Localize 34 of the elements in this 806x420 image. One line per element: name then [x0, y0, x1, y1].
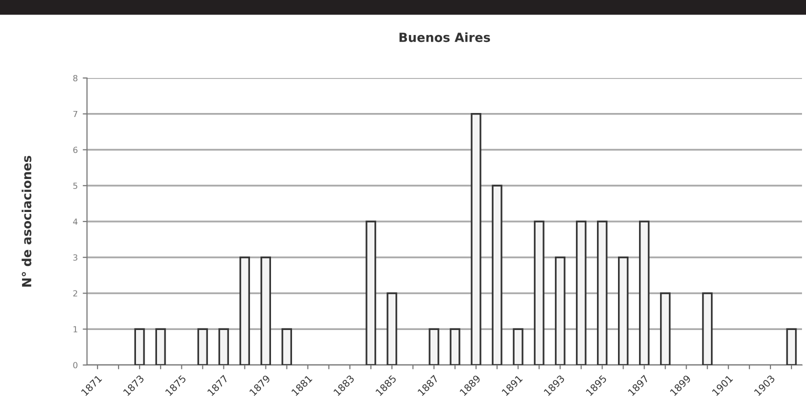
bar: [512, 328, 524, 365]
bar: [282, 328, 292, 365]
bar: [470, 113, 482, 365]
bar: [576, 220, 586, 365]
bar: [155, 328, 166, 365]
bar: [639, 220, 650, 365]
bar: [618, 256, 628, 365]
y-tick-label: 3: [73, 254, 78, 261]
bar: [554, 256, 566, 365]
bar: [428, 328, 440, 365]
bar: [197, 328, 208, 365]
bar: [366, 220, 376, 365]
y-tick-label: 5: [73, 182, 78, 189]
bar: [386, 292, 398, 365]
chart-title: Buenos Aires: [400, 32, 490, 42]
bar: [492, 184, 502, 365]
y-axis-title: N° de asociaciones: [22, 156, 32, 287]
bar: [786, 328, 797, 365]
bar: [534, 220, 544, 365]
y-tick-label: 4: [73, 218, 78, 225]
y-tick-label: 6: [73, 146, 78, 154]
bar: [218, 328, 229, 365]
bar: [702, 292, 713, 365]
y-tick-label: 0: [73, 362, 78, 368]
y-tick-label: 7: [73, 110, 78, 118]
y-tick-label: 8: [73, 74, 78, 82]
bar: [260, 256, 271, 365]
bar: [450, 328, 460, 365]
bar: [134, 328, 145, 365]
bar: [660, 292, 671, 365]
y-tick-label: 1: [74, 326, 78, 332]
bar: [596, 220, 608, 365]
y-tick-label: 2: [73, 290, 78, 296]
bar: [239, 256, 250, 365]
